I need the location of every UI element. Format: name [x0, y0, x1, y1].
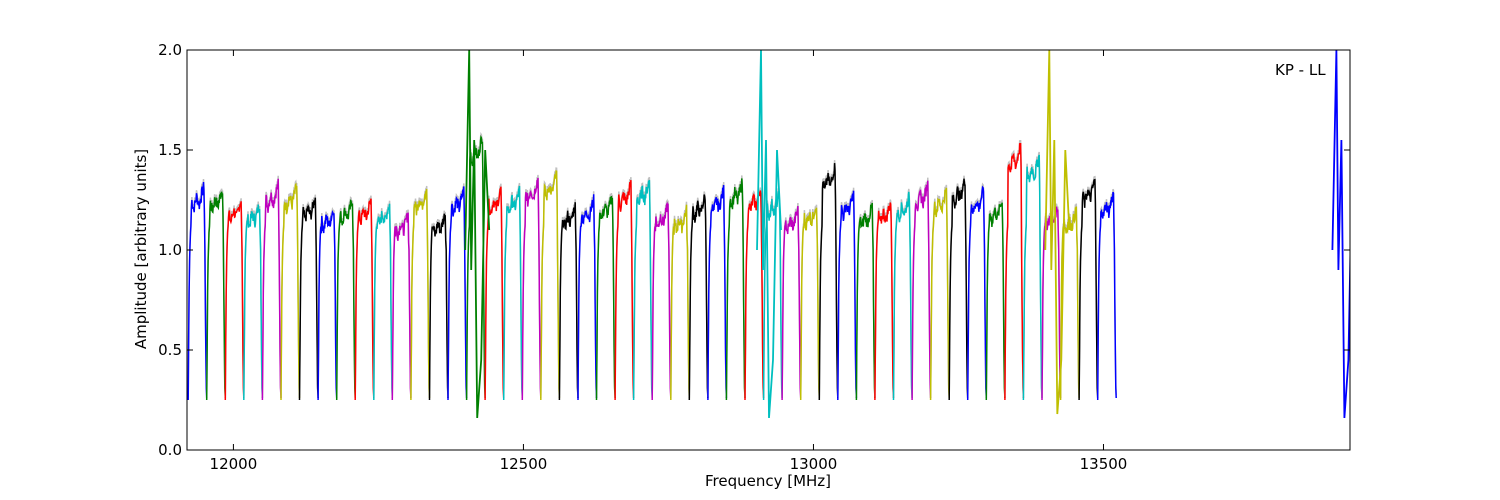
- channel-trace-7: [317, 210, 338, 401]
- x-tick-label-0: 12000: [210, 455, 258, 473]
- channel-trace-45: [1022, 154, 1043, 401]
- channel-trace-26: [670, 204, 691, 401]
- y-tick-label-0: 0.0: [158, 441, 182, 459]
- channel-trace-11: [391, 212, 412, 401]
- channel-trace-20: [558, 202, 579, 401]
- spike-trace-1: [756, 50, 782, 419]
- channel-trace-6: [298, 197, 319, 401]
- channel-trace-27: [688, 194, 709, 401]
- channel-trace-18: [521, 177, 542, 401]
- channel-trace-39: [911, 180, 932, 401]
- channel-trace-2: [224, 201, 245, 401]
- channel-trace-19: [540, 170, 561, 401]
- channel-trace-13: [428, 213, 449, 401]
- y-tick-label-2: 1.0: [158, 241, 182, 259]
- channel-trace-41: [948, 178, 969, 401]
- channel-trace-12: [410, 188, 431, 401]
- channel-trace-9: [354, 198, 375, 401]
- y-axis-label: Amplitude [arbitrary units]: [132, 149, 150, 349]
- channel-trace-17: [502, 185, 524, 401]
- channel-trace-14: [447, 186, 468, 401]
- channel-trace-34: [818, 163, 839, 401]
- x-tick-label-2: 13000: [790, 455, 838, 473]
- channel-trace-36: [855, 202, 876, 401]
- channel-trace-38: [892, 191, 913, 401]
- channel-trace-8: [335, 199, 356, 401]
- channel-trace-5: [280, 182, 301, 401]
- channel-trace-42: [966, 185, 988, 401]
- spike-trace-0: [464, 50, 491, 419]
- plot-annotation: KP - LL: [1275, 61, 1326, 79]
- channel-trace-48: [1078, 178, 1099, 401]
- channel-trace-21: [577, 194, 598, 401]
- spike-trace-3: [1331, 50, 1350, 419]
- channel-trace-1: [205, 191, 227, 401]
- channel-trace-25: [651, 201, 672, 401]
- series-layer: [187, 50, 1350, 419]
- channel-trace-23: [614, 180, 635, 401]
- channel-trace-35: [837, 190, 858, 401]
- y-tick-label-3: 1.5: [158, 141, 182, 159]
- channel-trace-49: [1096, 191, 1117, 401]
- channel-trace-3: [243, 204, 264, 401]
- channel-trace-33: [799, 207, 821, 401]
- channel-trace-0: [187, 182, 208, 401]
- channel-trace-24: [632, 179, 653, 401]
- tick-layer: 12000 12500 13000 13500 0.0 0.5 1.0 1.5 2.0: [158, 41, 1350, 473]
- channel-trace-30: [744, 190, 765, 401]
- channel-trace-28: [707, 185, 728, 401]
- channel-trace-44: [1004, 142, 1025, 401]
- spike-trace-2: [1044, 50, 1071, 415]
- y-tick-label-4: 2.0: [158, 41, 182, 59]
- channel-trace-37: [874, 202, 895, 401]
- x-axis-label: Frequency [MHz]: [705, 472, 831, 490]
- y-tick-label-1: 0.5: [158, 341, 182, 359]
- channel-trace-29: [725, 178, 746, 401]
- channel-trace-4: [261, 178, 282, 401]
- channel-trace-32: [781, 205, 802, 401]
- x-tick-label-3: 13500: [1080, 455, 1128, 473]
- channel-trace-40: [929, 187, 950, 401]
- channel-trace-43: [985, 202, 1006, 401]
- x-tick-label-1: 12500: [500, 455, 548, 473]
- channel-trace-22: [595, 195, 616, 401]
- channel-trace-10: [373, 203, 394, 401]
